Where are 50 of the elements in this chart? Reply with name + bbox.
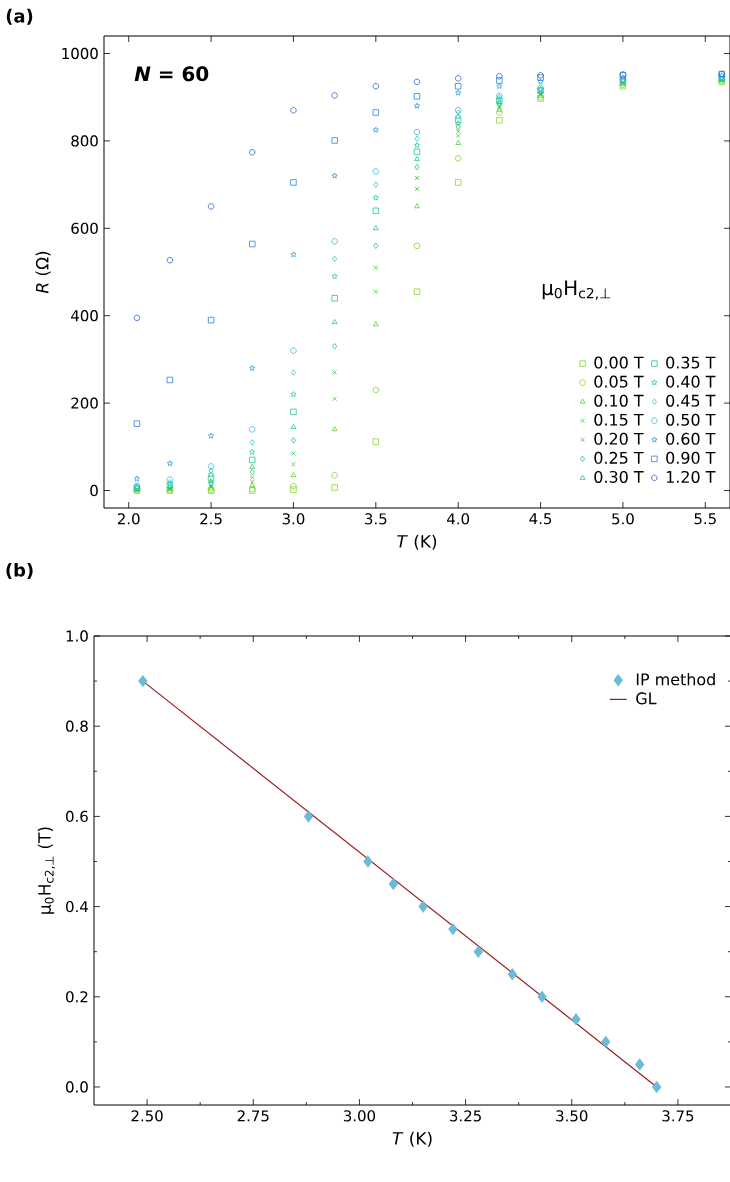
legend-label: 0.30 T <box>594 470 644 483</box>
legend-label: 0.35 T <box>666 356 716 369</box>
legend-label: 0.40 T <box>666 375 716 388</box>
x-tick-label: 4.0 <box>447 513 470 525</box>
x-tick-label: 3.0 <box>282 513 305 525</box>
x-tick-label: 4.5 <box>529 513 552 525</box>
x-axis-title: T (K) <box>397 534 437 550</box>
legend-label: 0.15 T <box>594 413 644 426</box>
legend-label: 0.00 T <box>594 356 644 369</box>
legend-label: 0.25 T <box>594 451 644 464</box>
x-tick-label: 3.5 <box>365 513 387 525</box>
x-axis-title: T (K) <box>392 1131 432 1147</box>
y-tick-label: 600 <box>71 222 98 234</box>
y-tick-label: 200 <box>71 397 98 409</box>
legend-label: 0.45 T <box>666 394 716 407</box>
x-tick-label: 3.50 <box>556 1110 588 1122</box>
y-tick-label: 0.6 <box>66 810 88 823</box>
y-tick-label: 1.0 <box>66 630 88 642</box>
legend-label: 0.90 T <box>666 451 716 464</box>
x-tick-label: 2.50 <box>131 1110 163 1122</box>
x-tick-label: 2.75 <box>237 1110 269 1122</box>
chart-title: (a) <box>6 8 33 25</box>
y-tick-label: 400 <box>71 310 98 322</box>
x-tick-label: 2.0 <box>117 513 140 525</box>
x-tick-label: 2.5 <box>200 513 222 525</box>
legend-label: IP method <box>636 673 715 686</box>
legend-label: 0.60 T <box>666 432 716 445</box>
legend-label: GL <box>636 692 657 705</box>
legend-label: 1.20 T <box>666 470 716 483</box>
legend-title: μ$_{0}$H$_{c2,⊥}$ <box>542 280 611 300</box>
legend-label: 0.20 T <box>594 432 644 445</box>
y-tick-label: 0.2 <box>66 991 88 1003</box>
legend-label: 0.50 T <box>666 413 716 426</box>
y-tick-label: 0.0 <box>66 1081 88 1093</box>
y-tick-label: 800 <box>71 135 98 147</box>
x-tick-label: 3.00 <box>343 1110 376 1122</box>
y-tick-label: 0.4 <box>66 900 88 913</box>
chart-title: (b) <box>6 562 33 579</box>
y-axis-title: R (Ω) <box>35 251 51 294</box>
y-axis-title: μ$_{0}$H$_{c2,⊥}$ (T) <box>37 827 55 914</box>
y-tick-label: 1000 <box>62 47 98 60</box>
x-tick-label: 3.25 <box>450 1110 481 1122</box>
y-tick-label: 0 <box>90 484 98 497</box>
y-tick-label: 0.8 <box>66 720 88 732</box>
x-tick-label: 5.0 <box>612 513 634 525</box>
legend-label: 0.10 T <box>594 394 644 407</box>
legend-label: 0.05 T <box>594 375 644 388</box>
x-tick-label: 5.5 <box>694 513 716 525</box>
x-tick-label: 3.75 <box>662 1110 694 1122</box>
annotation: N = 60 <box>134 66 209 82</box>
